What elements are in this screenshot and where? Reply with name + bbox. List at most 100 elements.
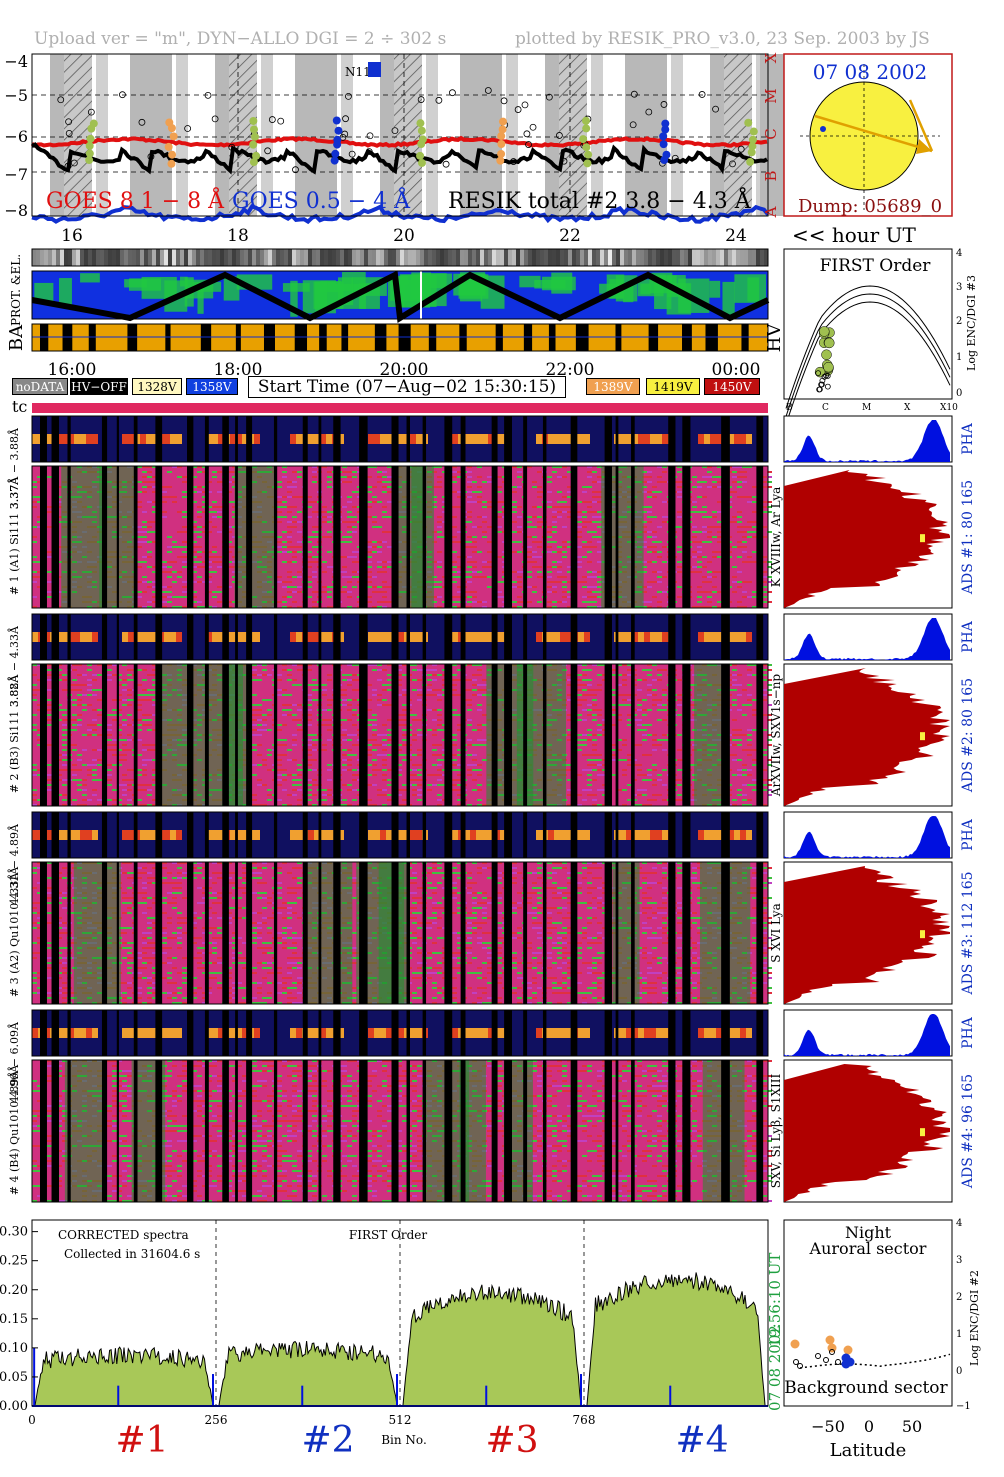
spectrogram-cell (582, 596, 587, 598)
spectrogram-cell (702, 516, 707, 518)
spectrogram-cell (342, 506, 347, 508)
spectrogram-cell (537, 601, 542, 603)
spectrogram-cell (567, 804, 572, 806)
goes-marker (368, 62, 381, 77)
spectrogram-cell (152, 476, 157, 478)
spectrogram-cell (437, 561, 442, 563)
spectrogram-cell (322, 516, 327, 518)
goes-ytick: −6 (4, 127, 28, 146)
spectrogram-cell (152, 531, 157, 533)
spectrogram-cell (712, 551, 717, 553)
spectrogram-cell (437, 606, 442, 608)
spectrogram-cell (467, 709, 472, 711)
spectrogram-cell (207, 571, 212, 573)
spectrogram-cell (697, 546, 702, 548)
hv-point (333, 140, 342, 149)
spectrogram-cell (537, 491, 542, 493)
spectrogram-cell (547, 546, 552, 548)
spectrogram-cell (437, 516, 442, 518)
spectrogram-cell (437, 476, 442, 478)
spectrogram-cell (372, 759, 377, 761)
spectrogram-cell (387, 586, 392, 588)
spectrogram-cell (62, 794, 67, 796)
electron-cell (312, 249, 316, 266)
spectrogram-cell (532, 591, 537, 593)
spectrogram-cell (352, 556, 357, 558)
spectrogram-cell (292, 481, 297, 483)
spectrogram-cell (712, 536, 717, 538)
pha-gap (756, 614, 764, 660)
spectrogram-cell (367, 581, 372, 583)
spectrogram-cell (537, 496, 542, 498)
spectrogram-cell (347, 749, 352, 751)
spectrogram-cell (552, 506, 557, 508)
spectrogram-cell (552, 521, 557, 523)
spectrogram-cell (312, 739, 317, 741)
spectrogram-cell (452, 471, 457, 473)
spectrogram-cell (742, 581, 747, 583)
electron-cell (100, 249, 104, 266)
pha-gap (204, 614, 209, 660)
spectrogram-cell (152, 664, 157, 666)
pha-cell (500, 434, 506, 444)
eclipse-stripe (671, 54, 683, 216)
spectrogram-cell (457, 669, 462, 671)
spectrogram-cell (127, 784, 132, 786)
spectrogram-cell (647, 586, 652, 588)
spectrogram-cell (647, 606, 652, 608)
first-order-point (821, 349, 832, 360)
spectrogram-cell (497, 491, 502, 493)
spectrogram-cell (562, 526, 567, 528)
spectrogram-cell (597, 466, 602, 468)
electron-cell (452, 249, 456, 266)
spectrogram-cell (372, 714, 377, 716)
spectrogram-cell (767, 476, 772, 478)
spectrogram-cell (342, 784, 347, 786)
spectrogram-cell (402, 724, 407, 726)
spectrogram-cell (262, 759, 267, 761)
spectrogram-cell (567, 714, 572, 716)
spectrogram-cell (532, 506, 537, 508)
electron-cell (44, 249, 48, 266)
spectrogram-cell (307, 744, 312, 746)
spectrogram-cell (217, 471, 222, 473)
spectrogram-cell (382, 561, 387, 563)
data-gap (523, 466, 528, 608)
spectrogram-cell (72, 669, 77, 671)
spectrogram-cell (587, 764, 592, 766)
spectrogram-cell (367, 719, 372, 721)
spectrogram-cell (432, 709, 437, 711)
spectrogram-cell (342, 481, 347, 483)
data-gap (721, 466, 730, 608)
spectrogram-cell (582, 486, 587, 488)
spectrogram-cell (452, 689, 457, 691)
spectrogram-cell (617, 739, 622, 741)
spectrogram-cell (452, 759, 457, 761)
spectrogram-cell (282, 724, 287, 726)
spectrogram-cell (252, 694, 257, 696)
spectrogram-cell (587, 704, 592, 706)
spectrogram-cell (32, 506, 37, 508)
spectrogram-cell (527, 546, 532, 548)
spectrogram-cell (32, 541, 37, 543)
spectrogram-cell (767, 531, 772, 533)
spectrogram-cell (347, 591, 352, 593)
electron-cell (84, 249, 88, 266)
spectrogram-cell (547, 606, 552, 608)
spectrogram-cell (297, 729, 302, 731)
proton-cell (192, 281, 222, 292)
spectrogram-cell (162, 486, 167, 488)
pha-cell (482, 632, 488, 642)
pha-cell (236, 434, 242, 444)
pha-gap (570, 416, 578, 462)
electron-cell (392, 249, 396, 266)
spectrogram-cell (587, 551, 592, 553)
spectrogram-cell (227, 501, 232, 503)
spectrogram-cell (372, 769, 377, 771)
electron-cell (480, 249, 484, 266)
fo-xtick: C (822, 403, 829, 413)
spectrogram-cell (657, 601, 662, 603)
spectrogram-cell (582, 546, 587, 548)
spectrogram-cell (662, 481, 667, 483)
spectrogram-cell (37, 586, 42, 588)
